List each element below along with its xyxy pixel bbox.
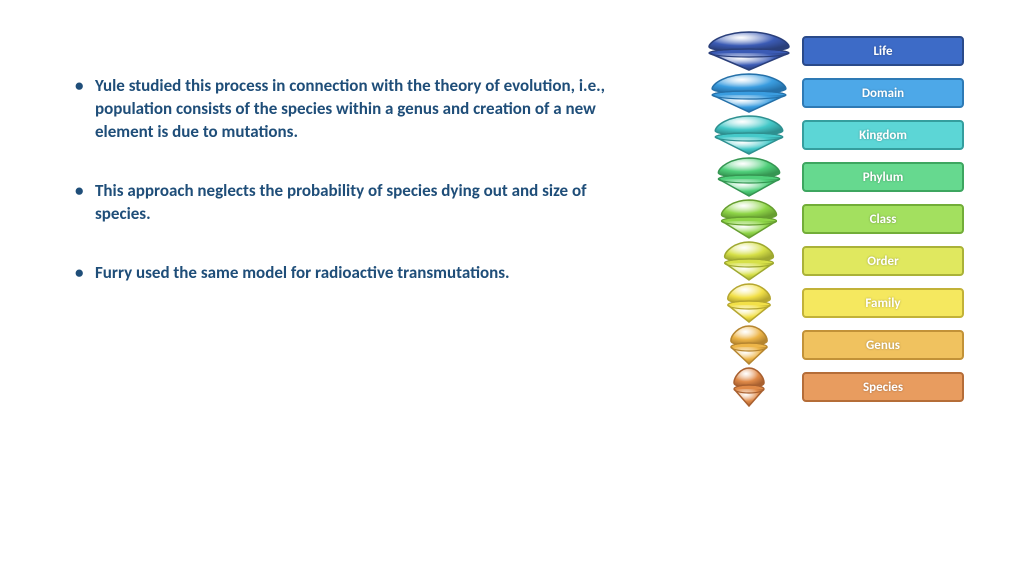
taxonomy-hourglass-icon bbox=[704, 240, 794, 282]
bullet-item: This approach neglects the probability o… bbox=[75, 180, 615, 226]
taxonomy-label: Order bbox=[802, 246, 964, 276]
bullet-item: Furry used the same model for radioactiv… bbox=[75, 262, 615, 285]
taxonomy-label: Genus bbox=[802, 330, 964, 360]
taxonomy-hourglass-icon bbox=[704, 282, 794, 324]
taxonomy-row: Family bbox=[704, 282, 964, 324]
taxonomy-hourglass-icon bbox=[704, 156, 794, 198]
taxonomy-label: Family bbox=[802, 288, 964, 318]
taxonomy-hourglass-icon bbox=[704, 30, 794, 72]
bullet-item: Yule studied this process in connection … bbox=[75, 75, 615, 144]
taxonomy-label: Kingdom bbox=[802, 120, 964, 150]
taxonomy-hourglass-icon bbox=[704, 366, 794, 408]
taxonomy-row: Life bbox=[704, 30, 964, 72]
taxonomy-row: Order bbox=[704, 240, 964, 282]
taxonomy-row: Kingdom bbox=[704, 114, 964, 156]
taxonomy-row: Domain bbox=[704, 72, 964, 114]
taxonomy-row: Phylum bbox=[704, 156, 964, 198]
taxonomy-hourglass-icon bbox=[704, 72, 794, 114]
taxonomy-diagram: Life Domain Kingdom bbox=[704, 30, 964, 408]
bullet-list: Yule studied this process in connection … bbox=[75, 75, 615, 321]
taxonomy-label: Species bbox=[802, 372, 964, 402]
taxonomy-label: Class bbox=[802, 204, 964, 234]
taxonomy-label: Life bbox=[802, 36, 964, 66]
taxonomy-row: Genus bbox=[704, 324, 964, 366]
taxonomy-hourglass-icon bbox=[704, 198, 794, 240]
taxonomy-hourglass-icon bbox=[704, 324, 794, 366]
taxonomy-hourglass-icon bbox=[704, 114, 794, 156]
taxonomy-label: Phylum bbox=[802, 162, 964, 192]
taxonomy-label: Domain bbox=[802, 78, 964, 108]
taxonomy-row: Class bbox=[704, 198, 964, 240]
taxonomy-row: Species bbox=[704, 366, 964, 408]
